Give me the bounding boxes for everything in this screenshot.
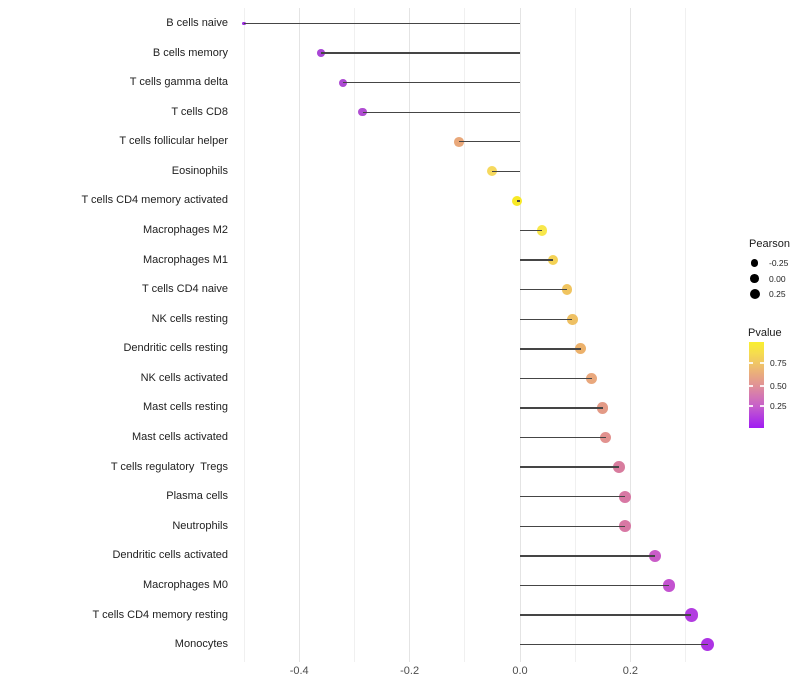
- legend-pvalue-title: Pvalue: [748, 327, 782, 339]
- lollipop-dot: [618, 490, 631, 503]
- gridline-major: [519, 8, 521, 662]
- lollipop-stem: [520, 525, 625, 527]
- lollipop-dot: [358, 108, 367, 117]
- lollipop-stem: [321, 52, 520, 54]
- colorbar-tick: [760, 362, 764, 364]
- gridline-minor: [353, 8, 355, 662]
- lollipop-stem: [520, 584, 670, 587]
- pearson-size-dot: [750, 274, 759, 283]
- lollipop-stem: [492, 170, 520, 173]
- lollipop-dot: [547, 254, 559, 266]
- lollipop-stem: [520, 348, 581, 350]
- colorbar-tick: [749, 405, 753, 407]
- row-label: Dendritic cells activated: [112, 549, 228, 562]
- pearson-size-dot: [749, 289, 760, 299]
- gridline-major: [409, 8, 411, 662]
- row-label: Mast cells activated: [132, 431, 228, 444]
- x-tick-label: -0.2: [400, 665, 420, 677]
- lollipop-stem: [520, 466, 620, 468]
- pearson-size-label: 0.25: [769, 289, 786, 299]
- row-label: B cells memory: [152, 46, 228, 59]
- row-label: Macrophages M0: [143, 578, 228, 591]
- x-tick-label: 0.2: [622, 665, 639, 677]
- lollipop-stem: [362, 111, 520, 113]
- lollipop-stem: [520, 436, 606, 439]
- row-label: T cells CD8: [171, 105, 228, 118]
- lollipop-stem: [520, 496, 625, 498]
- lollipop-stem: [244, 22, 520, 25]
- pvalue-tick-label: 0.50: [770, 380, 787, 391]
- lollipop-stem: [520, 377, 592, 380]
- row-label: Neutrophils: [172, 519, 228, 532]
- lollipop-dot: [561, 284, 573, 295]
- row-label: T cells CD4 memory resting: [92, 608, 229, 621]
- row-label: NK cells resting: [151, 312, 228, 325]
- row-label: T cells follicular helper: [119, 135, 228, 148]
- row-label: Macrophages M1: [143, 253, 228, 266]
- row-label: Mast cells resting: [143, 401, 228, 414]
- row-label: NK cells activated: [140, 371, 228, 384]
- colorbar-tick: [760, 385, 764, 387]
- lollipop-stem: [517, 200, 520, 202]
- lollipop-dot: [339, 78, 348, 87]
- lollipop-stem: [520, 614, 692, 616]
- pvalue-tick-label: 0.25: [770, 400, 787, 411]
- colorbar-tick: [749, 362, 753, 364]
- gridline-minor: [464, 8, 466, 662]
- row-label: T cells CD4 naive: [142, 283, 228, 296]
- row-label: Monocytes: [174, 638, 228, 651]
- lollipop-dot: [242, 21, 246, 26]
- lollipop-dot: [618, 520, 631, 533]
- lollipop-dot: [700, 637, 715, 652]
- gridline-minor: [574, 8, 576, 662]
- gridline-major: [298, 8, 300, 662]
- row-label: T cells regulatory Tregs: [110, 460, 228, 473]
- lollipop-dot: [575, 343, 587, 355]
- legend-pearson-title: Pearson: [749, 238, 790, 250]
- lollipop-stem: [520, 407, 603, 409]
- lollipop-stem: [520, 555, 656, 557]
- row-label: T cells CD4 memory activated: [81, 194, 228, 207]
- lollipop-stem: [459, 141, 520, 143]
- pearson-size-label: 0.00: [769, 273, 786, 284]
- lollipop-stem: [520, 259, 554, 261]
- row-label: T cells gamma delta: [129, 76, 228, 89]
- gridline-minor: [685, 8, 687, 662]
- lollipop-stem: [520, 643, 708, 646]
- pearson-size-label: -0.25: [769, 258, 789, 268]
- lollipop-dot: [512, 195, 523, 207]
- row-label: B cells naive: [166, 17, 228, 29]
- x-tick-label: -0.4: [289, 665, 309, 677]
- colorbar-tick: [760, 405, 764, 407]
- x-tick-label: 0.0: [512, 665, 528, 677]
- lollipop-dot: [684, 608, 698, 622]
- lollipop-dot: [599, 431, 612, 444]
- lollipop-stem: [520, 229, 543, 232]
- lollipop-dot: [662, 579, 676, 592]
- row-label: Macrophages M2: [143, 224, 228, 237]
- row-label: Eosinophils: [171, 164, 228, 177]
- lollipop-stem: [343, 81, 520, 84]
- row-label: Dendritic cells resting: [123, 342, 228, 355]
- lollipop-stem: [520, 288, 567, 291]
- lollipop-dot: [586, 372, 598, 384]
- gridline-major: [629, 8, 631, 662]
- row-label: Plasma cells: [166, 490, 228, 503]
- gridline-minor: [243, 8, 245, 662]
- pvalue-tick-label: 0.75: [770, 357, 787, 368]
- colorbar-tick: [749, 385, 753, 387]
- lollipop-stem: [520, 318, 573, 320]
- pearson-size-dot: [750, 259, 759, 267]
